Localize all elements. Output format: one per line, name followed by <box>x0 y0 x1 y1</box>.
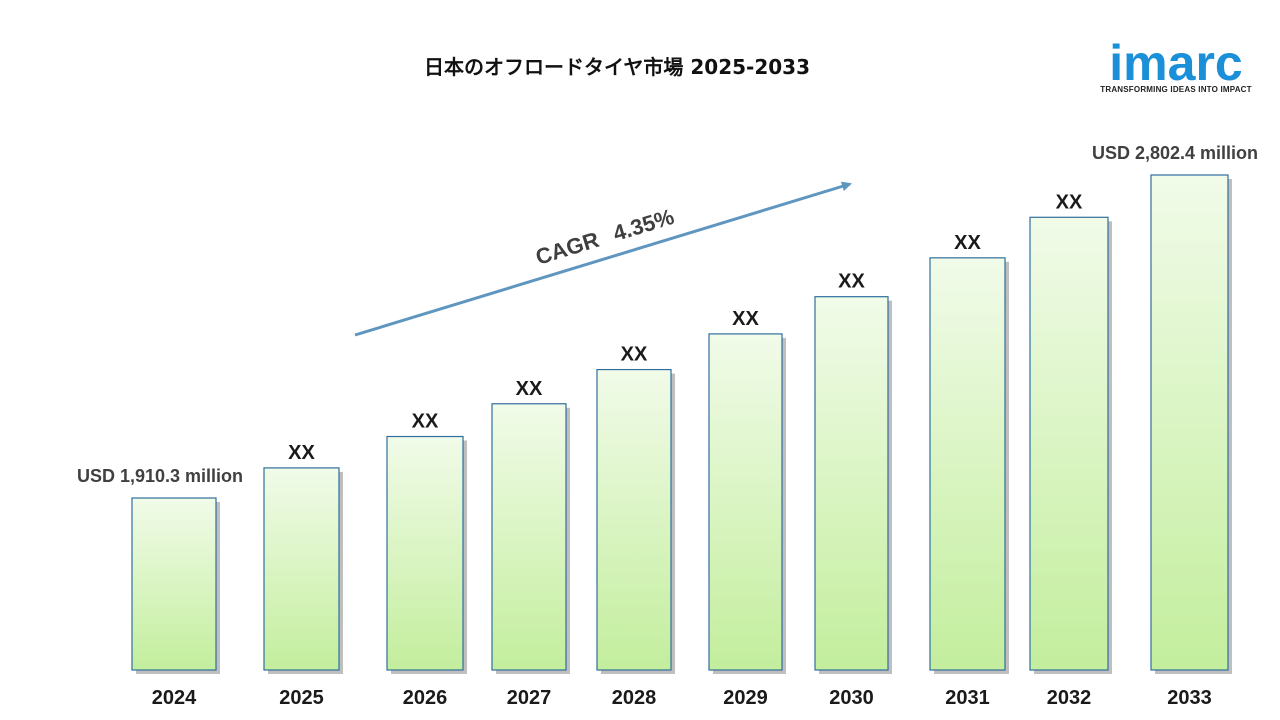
year-label-2028: 2028 <box>612 687 657 709</box>
bar-series: USD 1,910.3 million 2024 XX 2025 XX 2026 XX 202… <box>77 143 1258 709</box>
bar-value-label: XX <box>732 308 759 330</box>
year-label-2025: 2025 <box>279 687 324 709</box>
logo-tagline: TRANSFORMING IDEAS INTO IMPACT <box>1100 85 1251 94</box>
bar-2029 <box>708 333 783 671</box>
bar-value-label: XX <box>1056 191 1083 213</box>
endpoint-value-label: USD 2,802.4 million <box>1092 143 1258 163</box>
bar-2024 <box>131 497 217 671</box>
endpoint-value-label: USD 1,910.3 million <box>77 466 243 486</box>
logo-wordmark: imarc <box>1109 35 1242 91</box>
year-label-2031: 2031 <box>945 687 990 709</box>
bar-2033 <box>1150 174 1229 671</box>
year-label-2029: 2029 <box>723 687 768 709</box>
cagr-annotation: CAGR 4.35% <box>354 181 852 337</box>
bar-value-label: XX <box>954 232 981 254</box>
bar-2028 <box>596 368 672 671</box>
bar-value-label: XX <box>288 442 315 464</box>
bar-2032 <box>1029 216 1109 671</box>
bar-value-label: XX <box>516 378 543 400</box>
year-label-2032: 2032 <box>1047 687 1092 709</box>
chart-title: 日本のオフロードタイヤ市場 2025-2033 <box>424 55 810 79</box>
bar-2027 <box>491 403 567 671</box>
bar-2030 <box>814 296 889 671</box>
bar-2031 <box>929 257 1006 671</box>
bar-value-label: XX <box>412 411 439 433</box>
year-label-2024: 2024 <box>152 687 197 709</box>
cagr-arrow <box>354 181 852 337</box>
year-label-2026: 2026 <box>403 687 448 709</box>
bar-value-label: XX <box>838 271 865 293</box>
year-label-2033: 2033 <box>1167 687 1212 709</box>
bar-value-label: XX <box>621 344 648 366</box>
bar-2025 <box>263 467 340 671</box>
year-label-2030: 2030 <box>829 687 874 709</box>
year-label-2027: 2027 <box>507 687 552 709</box>
imarc-logo: imarc TRANSFORMING IDEAS INTO IMPACT <box>1100 35 1251 94</box>
bar-2026 <box>386 435 464 671</box>
